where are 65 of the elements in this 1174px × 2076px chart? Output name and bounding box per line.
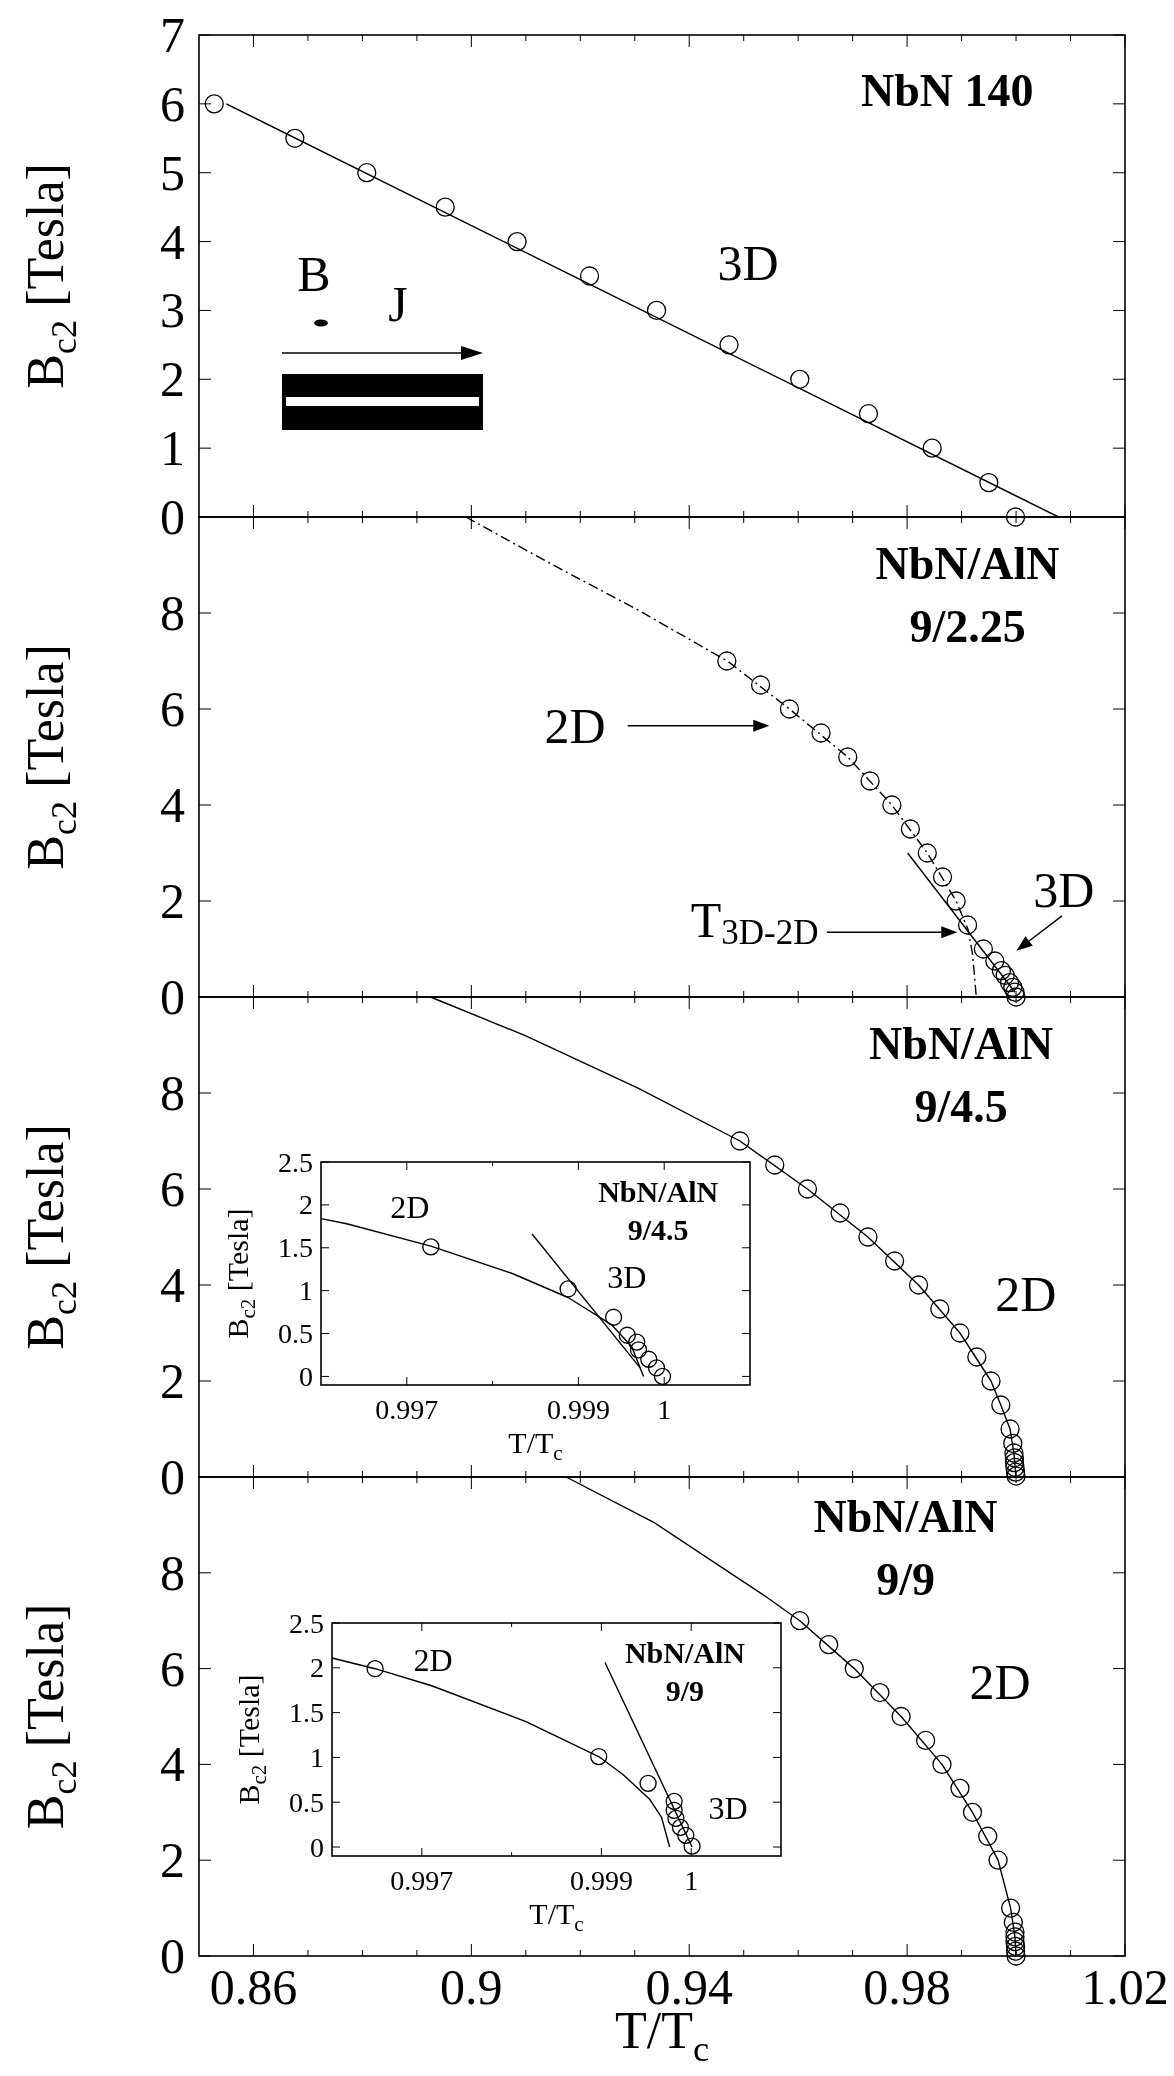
- y-tick-label: 2: [299, 1189, 313, 1221]
- x-tick-label: 0.86: [209, 1959, 298, 2015]
- y-tick-label: 2: [310, 1652, 324, 1684]
- y-tick-label: 1.5: [289, 1697, 324, 1729]
- y-tick-label: 2: [160, 351, 185, 408]
- y-tick-label: 0.5: [289, 1786, 324, 1818]
- y-tick-label: 0: [299, 1360, 313, 1392]
- annotation: 3D: [607, 1259, 647, 1296]
- annotation: 2D: [544, 697, 606, 754]
- y-tick-label: 2: [160, 1353, 185, 1409]
- x-tick-label: 0.999: [546, 1394, 610, 1425]
- x-tick-label: 1.02: [1081, 1959, 1169, 2015]
- y-tick-label: 8: [160, 1065, 185, 1121]
- y-tick-label: 2: [160, 873, 185, 929]
- y-tick-label: 0: [310, 1831, 324, 1863]
- text: NbN/AlN 9/4.5: [869, 1017, 1054, 1132]
- y-tick-label: 6: [160, 1640, 185, 1697]
- y-tick-label: 6: [160, 1161, 185, 1217]
- text: NbN/AlN 9/9: [624, 1635, 746, 1707]
- y-tick-label: 8: [160, 1544, 185, 1601]
- y-tick-label: 0: [160, 969, 185, 1025]
- y-tick-label: 0: [160, 1928, 185, 1984]
- text: NbN 140: [860, 64, 1034, 116]
- y-tick-label: 0: [160, 489, 185, 545]
- x-axis-title: T/T$_{c}$: [529, 1897, 584, 1937]
- y-tick-label: 0.5: [278, 1318, 313, 1350]
- x-tick-label: 0.997: [390, 1865, 454, 1896]
- x-tick-label: 0.997: [375, 1394, 439, 1425]
- annotation: 2D: [390, 1188, 430, 1225]
- y-tick-label: 1: [310, 1741, 324, 1773]
- annotation: 3D: [1033, 861, 1095, 918]
- annotation: 3D: [717, 234, 779, 291]
- x-axis-title: T/T$_{c}$: [508, 1426, 563, 1466]
- y-tick-label: 1: [160, 420, 185, 477]
- annotation: J: [388, 275, 408, 332]
- x-tick-label: 1: [684, 1865, 699, 1896]
- x-tick-label: 1: [657, 1394, 672, 1425]
- y-tick-label: 1: [299, 1275, 313, 1307]
- text: NbN/AlN 9/2.25: [875, 537, 1060, 652]
- annotation: 3D: [708, 1790, 748, 1826]
- x-tick-label: 0.98: [863, 1959, 951, 2015]
- y-tick-label: 7: [160, 7, 185, 63]
- annotation: 2D: [969, 1654, 1031, 1711]
- text: NbN/AlN 9/4.5: [598, 1175, 719, 1247]
- y-tick-label: 6: [160, 681, 185, 737]
- text: NbN/AlN 9/9: [813, 1491, 998, 1606]
- y-tick-label: 5: [160, 144, 185, 201]
- annotation: T$_{3D-2D}$: [690, 892, 819, 952]
- annotation: 2D: [413, 1642, 453, 1679]
- y-tick-label: 2.5: [289, 1607, 324, 1639]
- y-tick-label: 6: [160, 75, 185, 132]
- annotation: B: [297, 246, 331, 303]
- y-tick-label: 4: [160, 213, 185, 270]
- y-tick-label: 4: [160, 1736, 185, 1793]
- annotation: 2D: [995, 1266, 1057, 1323]
- y-tick-label: 2: [160, 1832, 185, 1889]
- y-tick-label: 2.5: [278, 1146, 313, 1178]
- y-tick-label: 3: [160, 282, 185, 339]
- y-tick-label: 8: [160, 585, 185, 641]
- x-tick-label: 0.9: [440, 1959, 503, 2015]
- x-tick-label: 0.999: [569, 1865, 633, 1896]
- y-tick-label: 1.5: [278, 1232, 313, 1264]
- y-tick-label: 0: [160, 1449, 185, 1505]
- y-tick-label: 4: [160, 777, 185, 833]
- y-tick-label: 4: [160, 1257, 185, 1313]
